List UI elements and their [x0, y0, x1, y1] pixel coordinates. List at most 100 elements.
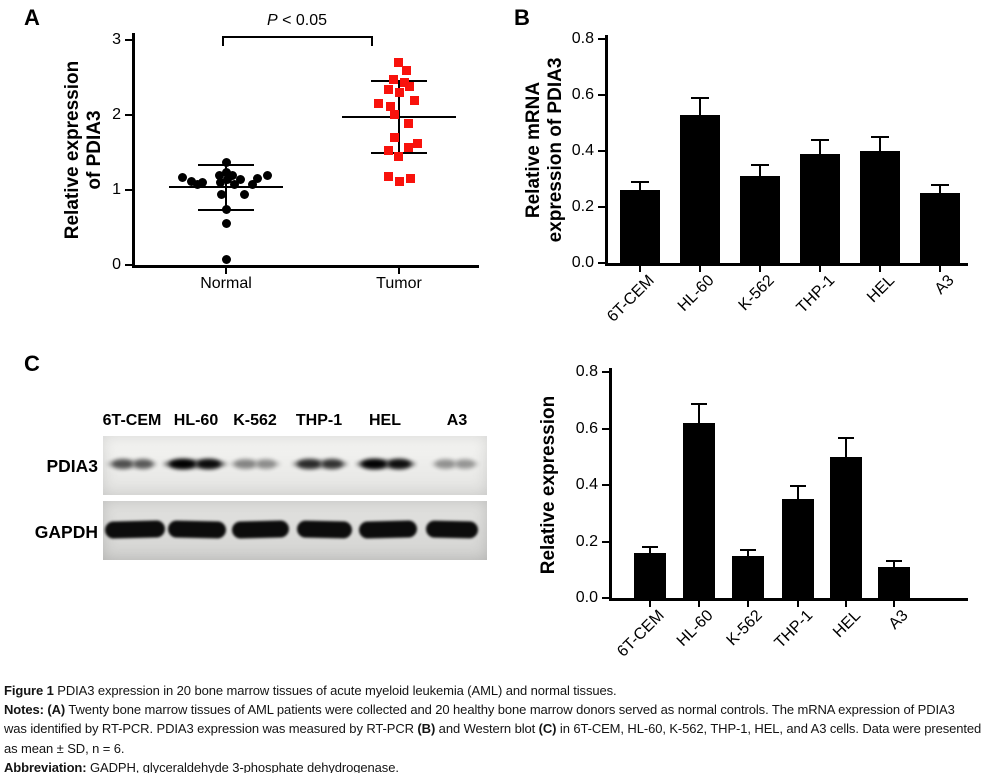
y-tick-label: 0.8: [571, 30, 594, 47]
y-axis-tick: [125, 189, 132, 191]
blot-row-label-pdia3: PDIA3: [46, 456, 98, 476]
bar: [830, 456, 862, 598]
x-axis: [609, 598, 968, 601]
y-axis-tick: [598, 262, 605, 264]
scatter-point-circle: [252, 173, 262, 183]
error-bar-cap: [811, 138, 829, 141]
error-bar-cap: [642, 546, 658, 549]
scatter-point-square: [405, 174, 415, 184]
y-tick-label: 1: [112, 181, 121, 198]
error-bar-line: [698, 404, 700, 423]
panel-b-label: B: [514, 5, 530, 30]
caption-bold-text: Figure 1: [4, 683, 58, 698]
x-axis-tick: [893, 601, 895, 607]
figure-caption: Figure 1 PDIA3 expression in 20 bone mar…: [4, 681, 988, 773]
x-axis-tick: [819, 266, 821, 272]
x-axis-tick: [939, 266, 941, 272]
y-axis-tick: [598, 206, 605, 208]
blot-band-gapdh: [358, 520, 418, 539]
caption-bold-text: (B): [417, 721, 436, 737]
scatter-point-circle: [221, 157, 231, 167]
blot-band-pdia3-lobe: [256, 459, 277, 469]
y-axis-tick: [602, 427, 609, 430]
scatter-point-circle: [221, 205, 231, 214]
error-bar-cap: [790, 485, 806, 488]
scatter-point-circle: [262, 171, 272, 181]
error-bar-line: [879, 137, 881, 151]
scatter-point-square: [393, 151, 403, 161]
error-bar-cap: [751, 164, 769, 166]
caption-text: PDIA3 expression in 20 bone marrow tissu…: [57, 683, 617, 698]
x-axis-tick: [639, 266, 641, 272]
x-category-label: Normal: [200, 275, 252, 292]
x-axis-tick: [225, 268, 227, 274]
blot-band-pdia3-lobe: [168, 459, 196, 469]
error-bar-cap: [931, 183, 949, 186]
caption-text: and Western blot: [435, 721, 539, 737]
y-axis-tick: [125, 114, 132, 116]
scatter-point-circle: [235, 175, 245, 184]
bar: [920, 193, 960, 263]
caption-bold-text: Notes:: [4, 702, 48, 718]
y-tick-label: 0.8: [575, 363, 598, 380]
blot-lane-label: 6T-CEM: [102, 412, 162, 429]
y-tick-label: 0.2: [575, 532, 598, 550]
y-tick-label: 0.0: [571, 254, 594, 271]
x-axis: [132, 265, 479, 268]
scatter-point-circle: [216, 190, 226, 199]
caption-line: Figure 1 PDIA3 expression in 20 bone mar…: [4, 681, 988, 700]
error-bar-cap: [691, 96, 709, 99]
scatter-point-square: [383, 85, 393, 94]
caption-text: in 6T-CEM, HL-60, K-562, THP-1, HEL, and…: [556, 721, 982, 737]
error-bar-line: [639, 181, 641, 191]
significance-text: P < 0.05: [227, 12, 367, 30]
scatter-point-circle: [221, 255, 231, 265]
error-bar-cap: [871, 136, 889, 138]
error-bar-line: [699, 97, 701, 115]
scatter-point-square: [389, 109, 399, 119]
scatter-point-circle: [229, 180, 239, 190]
scatter-point-circle: [215, 178, 225, 187]
x-axis-tick: [398, 268, 400, 274]
error-bar-cap: [740, 548, 756, 551]
y-tick-label: 0.2: [571, 198, 594, 215]
error-bar-line: [759, 165, 761, 177]
blot-band-gapdh: [231, 520, 289, 539]
scatter-point-circle: [192, 179, 202, 189]
blot-lane-label: THP-1: [295, 412, 343, 429]
significance-value: < 0.05: [277, 12, 328, 29]
panel-c-label: C: [24, 351, 40, 376]
bar: [860, 151, 900, 263]
y-tick-label: 3: [112, 31, 121, 48]
scatter-point-square: [389, 133, 399, 142]
x-axis-tick: [747, 601, 749, 607]
scatter-point-square: [383, 172, 393, 181]
scatter-point-square: [403, 142, 413, 152]
bar: [740, 176, 780, 263]
x-category-label: Tumor: [376, 275, 422, 292]
x-axis-tick: [797, 601, 799, 607]
y-axis: [132, 33, 135, 268]
scatter-point-circle: [221, 167, 231, 177]
y-tick-label: 0.6: [571, 86, 594, 103]
y-axis-tick: [125, 264, 132, 266]
error-bar-line: [939, 184, 941, 193]
caption-bold-text: (A): [47, 702, 66, 718]
blot-band-pdia3-lobe: [196, 459, 222, 469]
scatter-point-circle: [186, 176, 196, 186]
y-axis-tick: [598, 94, 605, 96]
y-axis-tick: [598, 150, 605, 152]
y-tick-label: 0.0: [575, 589, 598, 606]
scatter-point-circle: [197, 178, 207, 187]
bar: [800, 153, 840, 263]
panel-a-label: A: [24, 5, 40, 30]
x-axis-tick: [698, 601, 700, 607]
scatter-point-square: [404, 82, 414, 91]
significance-p-symbol: P: [266, 12, 278, 29]
x-axis: [605, 263, 968, 266]
significance-bracket: [222, 36, 373, 46]
